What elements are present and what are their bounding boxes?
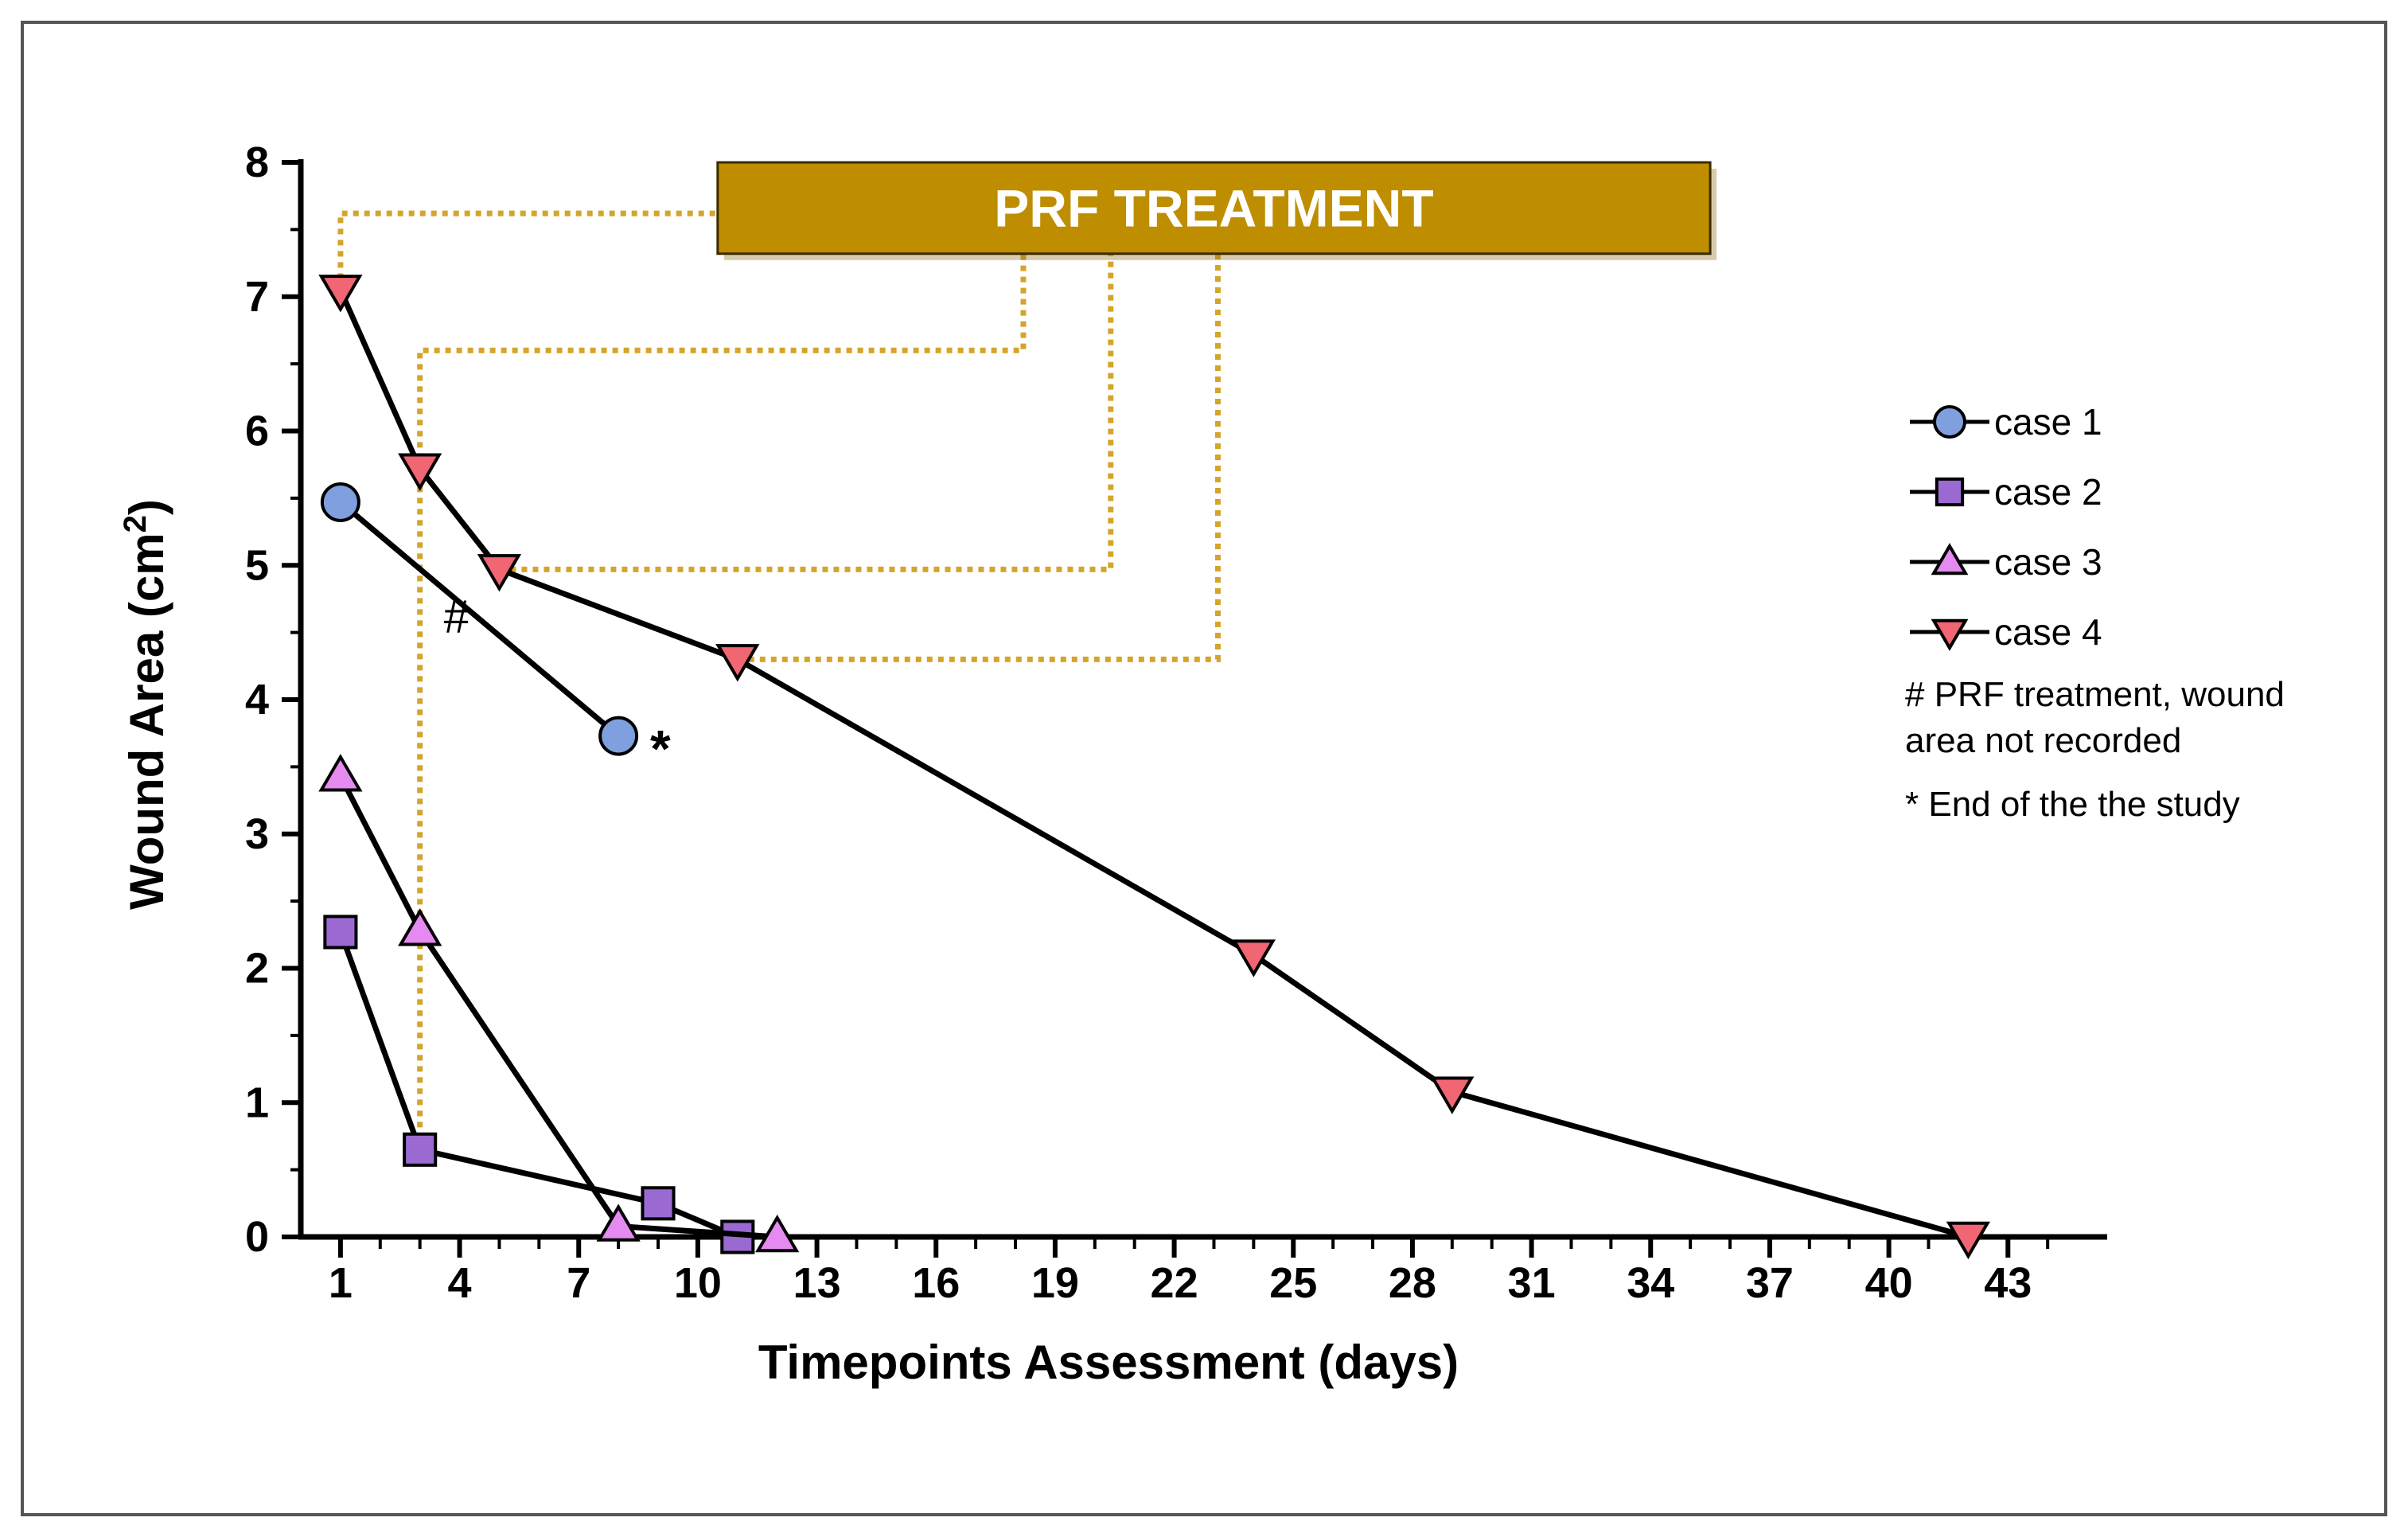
legend-marker (1931, 543, 1969, 575)
x-axis-title: Timepoints Assessment (days) (758, 1336, 1459, 1389)
legend-label: case 2 (1994, 471, 2102, 513)
legend-note: * End of the the study (1905, 785, 2240, 824)
y-axis-title-suffix: ) (120, 499, 173, 515)
data-point-case-4 (1231, 939, 1276, 977)
data-point-case-3 (318, 754, 363, 792)
treatment-banner-label: PRF TREATMENT (994, 178, 1433, 237)
data-point-case-4 (715, 644, 760, 682)
x-axis-ticks: 1 4 7 10 13 16 19 22 25 28 31 34 37 40 43 (329, 1237, 2050, 1307)
y-tick-label: 5 (245, 541, 269, 589)
data-point-case-3 (755, 1214, 800, 1253)
x-tick-label: 4 (448, 1259, 472, 1307)
legend-label: case 3 (1994, 541, 2102, 583)
y-tick-label: 2 (245, 945, 269, 993)
x-tick-label: 28 (1389, 1259, 1436, 1307)
y-tick-label: 7 (245, 273, 269, 321)
x-tick-label: 10 (674, 1259, 722, 1307)
data-series (318, 275, 1991, 1260)
legend-label: case 4 (1994, 611, 2102, 653)
data-point-case-2 (641, 1186, 676, 1221)
data-point-case-3 (596, 1203, 641, 1242)
legend-item-case-3: case 3 (1910, 541, 2102, 583)
x-tick-label: 40 (1865, 1259, 1913, 1307)
legend-marker (1931, 618, 1969, 651)
legend-notes: # PRF treatment, wound area not recorded *… (1905, 675, 2285, 824)
legend-note: # PRF treatment, wound (1905, 675, 2285, 714)
treatment-banner: PRF TREATMENT (716, 161, 1717, 260)
data-point-case-2 (720, 1219, 755, 1254)
treatment-connector-line (417, 253, 1027, 1150)
legend-marker (1935, 477, 1965, 507)
series-line-case-1 (338, 500, 621, 739)
end-of-study-asterisk-annotation: * (650, 719, 671, 778)
y-axis-title-superscript: 2 (118, 515, 153, 532)
series-case-4 (318, 275, 1991, 1260)
data-point-case-3 (398, 908, 442, 946)
y-tick-label: 0 (245, 1213, 269, 1261)
y-axis-ticks: 0 1 2 3 4 5 6 7 8 (245, 138, 301, 1261)
treatment-connector-line (737, 253, 1221, 662)
figure-border (21, 21, 2387, 1516)
x-tick-label: 22 (1151, 1259, 1198, 1307)
data-point-case-1 (320, 482, 360, 522)
series-line-case-3 (337, 774, 777, 1240)
legend-item-case-2: case 2 (1910, 471, 2102, 513)
series-case-3 (318, 754, 800, 1253)
y-tick-label: 1 (245, 1079, 269, 1126)
data-point-case-2 (323, 915, 358, 950)
treatment-connector-line (499, 253, 1114, 572)
y-tick-label: 4 (245, 676, 269, 724)
prf-hash-annotation: # (444, 591, 470, 643)
data-point-case-4 (1430, 1076, 1475, 1114)
y-axis-title: Wound Area (cm2) (118, 499, 173, 910)
x-tick-label: 34 (1627, 1259, 1674, 1307)
treatment-banner-box (716, 161, 1712, 256)
x-tick-label: 7 (567, 1259, 590, 1307)
data-point-case-2 (403, 1132, 438, 1167)
series-case-1 (320, 482, 639, 756)
y-tick-label: 3 (245, 810, 269, 858)
x-tick-label: 1 (329, 1259, 353, 1307)
x-tick-label: 13 (793, 1259, 841, 1307)
y-tick-label: 6 (245, 408, 269, 455)
x-tick-label: 37 (1746, 1259, 1794, 1307)
data-point-case-1 (598, 716, 639, 756)
series-line-case-2 (337, 930, 739, 1240)
x-tick-label: 19 (1031, 1259, 1079, 1307)
data-point-case-4 (1946, 1221, 1991, 1260)
treatment-connector-line (337, 210, 718, 291)
legend-note: area not recorded (1905, 721, 2181, 760)
series-case-2 (323, 915, 755, 1254)
legend-item-case-1: case 1 (1910, 401, 2102, 443)
legend-label: case 1 (1994, 401, 2102, 443)
legend: case 1 case 2 case 3 case 4 (1910, 401, 2102, 653)
legend-item-case-4: case 4 (1910, 611, 2102, 653)
legend-marker (1933, 405, 1966, 439)
treatment-connectors (337, 210, 1221, 1150)
x-tick-label: 31 (1508, 1259, 1556, 1307)
y-axis-title-text: Wound Area (cm (120, 532, 173, 909)
x-tick-label: 16 (912, 1259, 960, 1307)
x-tick-label: 25 (1269, 1259, 1317, 1307)
x-tick-label: 43 (1984, 1259, 2032, 1307)
data-point-case-4 (398, 453, 442, 491)
data-point-case-4 (477, 554, 522, 592)
data-point-case-4 (318, 275, 363, 313)
y-tick-label: 8 (245, 138, 269, 186)
